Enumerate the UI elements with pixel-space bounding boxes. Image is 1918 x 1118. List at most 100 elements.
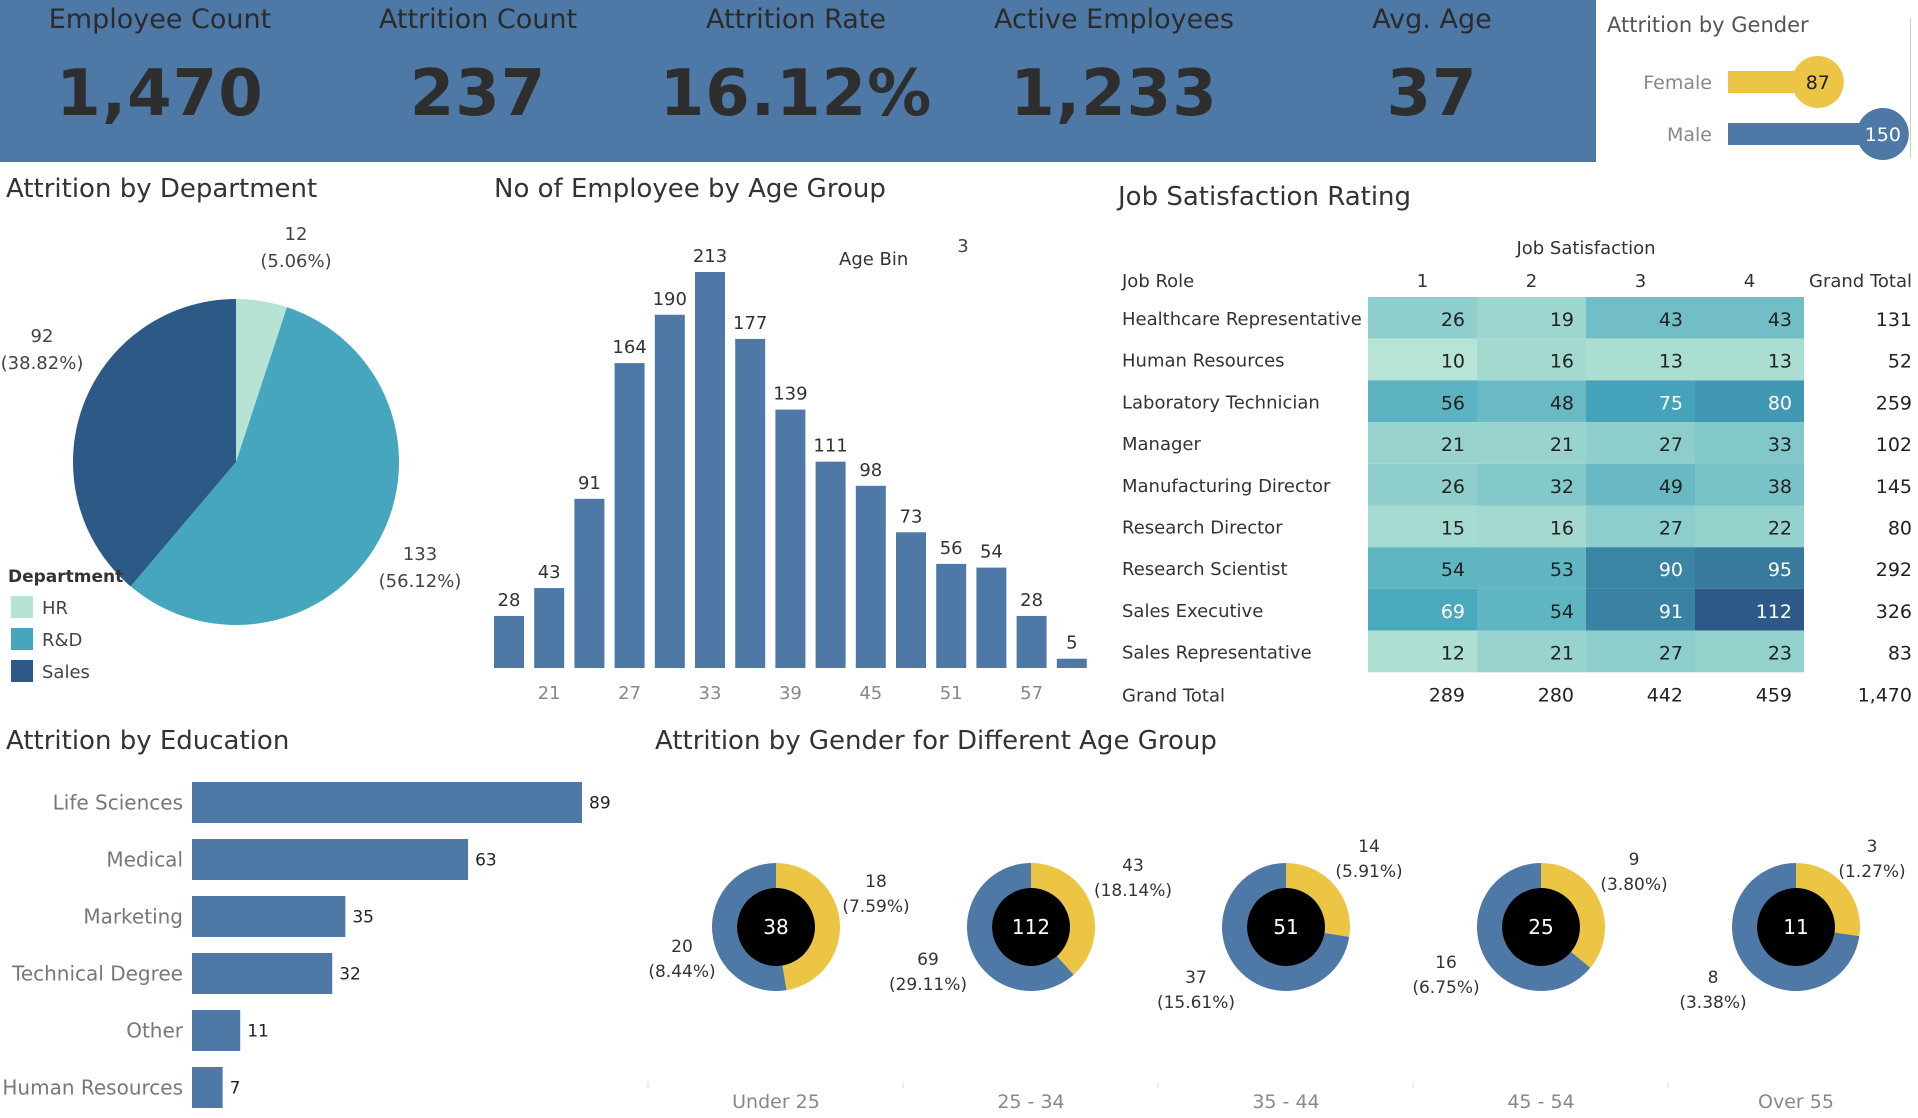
age-axis-tick: 45 bbox=[859, 683, 882, 704]
heat-cell-value: 69 bbox=[1441, 601, 1465, 623]
female-pct-label: (7.59%) bbox=[842, 897, 909, 917]
pie-pct-label: (38.82%) bbox=[1, 353, 84, 374]
male-value-label: 20 bbox=[671, 937, 693, 957]
education-category-label: Technical Degree bbox=[11, 962, 183, 986]
female-value-label: 43 bbox=[1122, 856, 1144, 876]
male-pct-label: (8.44%) bbox=[648, 962, 715, 982]
heat-cell-value: 53 bbox=[1550, 559, 1574, 581]
heat-cell bbox=[1368, 505, 1477, 548]
row-total: 259 bbox=[1876, 392, 1912, 414]
age-bar bbox=[775, 409, 806, 668]
heat-cell bbox=[1695, 380, 1804, 423]
heat-cell bbox=[1586, 505, 1695, 548]
legend-label: Sales bbox=[42, 662, 90, 683]
education-data-label: 32 bbox=[339, 965, 361, 985]
age-bin-legend-value: 3 bbox=[957, 236, 968, 257]
age-group-axis-label: Under 25 bbox=[732, 1091, 820, 1113]
pie-pct-label: (5.06%) bbox=[260, 251, 331, 272]
age-bar-label: 139 bbox=[773, 384, 807, 405]
heat-cell-value: 33 bbox=[1768, 434, 1792, 456]
education-data-label: 35 bbox=[352, 908, 374, 928]
legend-label: R&D bbox=[42, 630, 82, 651]
kpi-value: 1,233 bbox=[1010, 57, 1218, 131]
heat-cell bbox=[1368, 547, 1477, 589]
male-pct-label: (3.38%) bbox=[1679, 993, 1746, 1013]
job-role-label: Research Scientist bbox=[1122, 559, 1288, 580]
gender-age-chart-title: Attrition by Gender for Different Age Gr… bbox=[655, 726, 1217, 756]
heat-cell bbox=[1586, 338, 1695, 381]
age-group-axis-label: 45 - 54 bbox=[1507, 1091, 1574, 1113]
heat-cell bbox=[1586, 422, 1695, 464]
donut-hole bbox=[1757, 888, 1835, 966]
heat-cell bbox=[1368, 588, 1477, 631]
age-axis-tick: 33 bbox=[699, 683, 722, 704]
age-bar-label: 190 bbox=[653, 289, 687, 310]
job-satisfaction-title: Job Satisfaction Rating bbox=[1118, 182, 1412, 212]
donut-female-segment bbox=[776, 863, 840, 991]
education-bar bbox=[192, 896, 346, 937]
heat-cell bbox=[1586, 463, 1695, 506]
total-header: Grand Total bbox=[1809, 271, 1912, 292]
pie-pct-label: (56.12%) bbox=[379, 571, 462, 592]
heat-cell bbox=[1586, 630, 1695, 673]
heat-cell-value: 23 bbox=[1768, 643, 1792, 665]
age-group-chart-title: No of Employee by Age Group bbox=[494, 174, 886, 204]
age-group-axis-label: Over 55 bbox=[1758, 1091, 1834, 1113]
donut-male-segment bbox=[712, 863, 787, 991]
age-bar bbox=[976, 567, 1007, 668]
age-bar bbox=[735, 338, 766, 668]
education-data-label: 89 bbox=[589, 794, 611, 814]
heat-cell-value: 16 bbox=[1550, 518, 1574, 540]
education-chart: Life Sciences 89 Medical 63 Marketing 35 Techn… bbox=[2, 782, 611, 1108]
age-group-chart: 28 43 91 164 190 213 177 139 111 98 73 56 54 28 5 21 27 3… bbox=[494, 236, 1087, 704]
heat-cell-value: 54 bbox=[1441, 559, 1465, 581]
age-bar bbox=[896, 532, 926, 668]
heat-cell bbox=[1586, 588, 1695, 631]
heat-cell-value: 13 bbox=[1768, 351, 1792, 373]
heat-cell bbox=[1477, 630, 1586, 673]
education-category-label: Medical bbox=[106, 848, 183, 872]
pie-value-label: 92 bbox=[31, 326, 54, 347]
column-header: 3 bbox=[1635, 271, 1646, 292]
education-bar bbox=[192, 839, 469, 880]
heat-cell bbox=[1695, 297, 1804, 339]
pie-value-label: 12 bbox=[285, 224, 308, 245]
age-bar-label: 91 bbox=[578, 473, 601, 494]
donut-hole bbox=[737, 888, 815, 966]
heat-cell-value: 12 bbox=[1441, 643, 1465, 665]
job-role-label: Human Resources bbox=[1122, 351, 1285, 372]
heat-cell bbox=[1368, 338, 1477, 381]
heat-cell-value: 21 bbox=[1441, 434, 1465, 456]
row-total: 145 bbox=[1876, 476, 1912, 498]
panel-divider bbox=[1910, 18, 1911, 158]
donut-male-segment bbox=[1222, 863, 1350, 991]
row-total: 326 bbox=[1876, 601, 1912, 623]
kpi-employee-count: Employee Count 1,470 bbox=[0, 0, 320, 131]
age-bar bbox=[1016, 615, 1047, 668]
job-role-label: Research Director bbox=[1122, 518, 1283, 539]
age-group-axis-label: 25 - 34 bbox=[997, 1091, 1064, 1113]
heat-cell bbox=[1695, 463, 1804, 506]
kpi-value: 237 bbox=[409, 57, 547, 131]
kpi-label: Employee Count bbox=[48, 4, 272, 35]
gender-chart-title: Attrition by Gender bbox=[1607, 13, 1809, 37]
heat-cell bbox=[1477, 588, 1586, 631]
age-bar-label: 54 bbox=[980, 542, 1003, 563]
heat-cell-value: 27 bbox=[1659, 518, 1683, 540]
male-value-label: 8 bbox=[1708, 968, 1719, 988]
gender-bar bbox=[1728, 123, 1883, 145]
kpi-label: Attrition Rate bbox=[706, 4, 886, 35]
male-value-label: 37 bbox=[1185, 968, 1207, 988]
education-category-label: Other bbox=[126, 1019, 184, 1043]
female-value-label: 14 bbox=[1358, 837, 1380, 857]
female-pct-label: (18.14%) bbox=[1094, 881, 1172, 901]
column-total: 442 bbox=[1647, 684, 1683, 706]
kpi-label: Attrition Count bbox=[378, 4, 578, 35]
gender-category-label: Female bbox=[1643, 72, 1712, 94]
row-header: Job Role bbox=[1121, 271, 1194, 292]
heat-cell-value: 38 bbox=[1768, 476, 1792, 498]
pie-slice-rd bbox=[130, 307, 400, 625]
age-axis-tick: 51 bbox=[940, 683, 963, 704]
heat-cell-value: 80 bbox=[1768, 392, 1792, 414]
